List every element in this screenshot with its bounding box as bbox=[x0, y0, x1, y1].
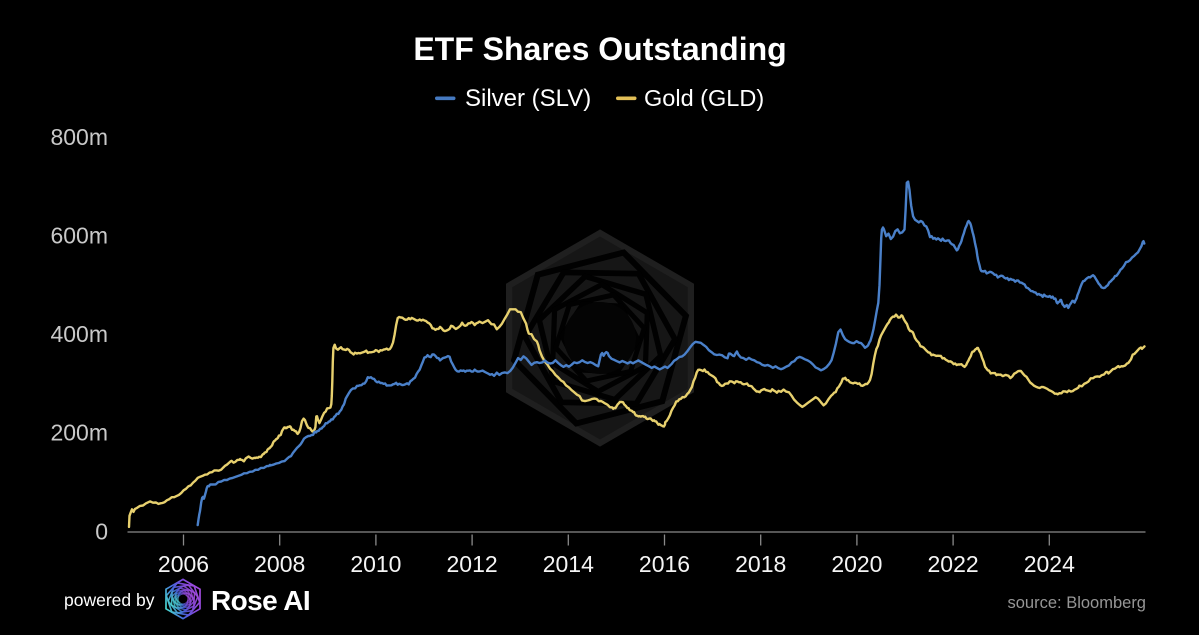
svg-text:Silver (SLV): Silver (SLV) bbox=[465, 85, 591, 112]
svg-text:2006: 2006 bbox=[158, 551, 209, 577]
svg-text:600m: 600m bbox=[50, 223, 108, 249]
svg-text:2014: 2014 bbox=[543, 551, 594, 577]
svg-text:2008: 2008 bbox=[254, 551, 305, 577]
svg-text:2018: 2018 bbox=[735, 551, 786, 577]
svg-text:2022: 2022 bbox=[928, 551, 979, 577]
svg-text:800m: 800m bbox=[50, 124, 108, 150]
svg-text:2016: 2016 bbox=[639, 551, 690, 577]
svg-text:Gold (GLD): Gold (GLD) bbox=[644, 85, 764, 111]
svg-text:2020: 2020 bbox=[831, 551, 882, 577]
svg-text:200m: 200m bbox=[50, 420, 108, 446]
svg-text:2010: 2010 bbox=[350, 551, 401, 577]
svg-text:2012: 2012 bbox=[447, 551, 498, 577]
svg-text:2024: 2024 bbox=[1024, 551, 1075, 577]
svg-text:400m: 400m bbox=[50, 321, 108, 347]
svg-text:ETF Shares Outstanding: ETF Shares Outstanding bbox=[413, 31, 786, 67]
svg-text:0: 0 bbox=[95, 519, 108, 545]
svg-text:source: Bloomberg: source: Bloomberg bbox=[1008, 594, 1147, 612]
svg-text:Rose AI: Rose AI bbox=[211, 585, 310, 616]
svg-text:powered by: powered by bbox=[64, 590, 155, 610]
